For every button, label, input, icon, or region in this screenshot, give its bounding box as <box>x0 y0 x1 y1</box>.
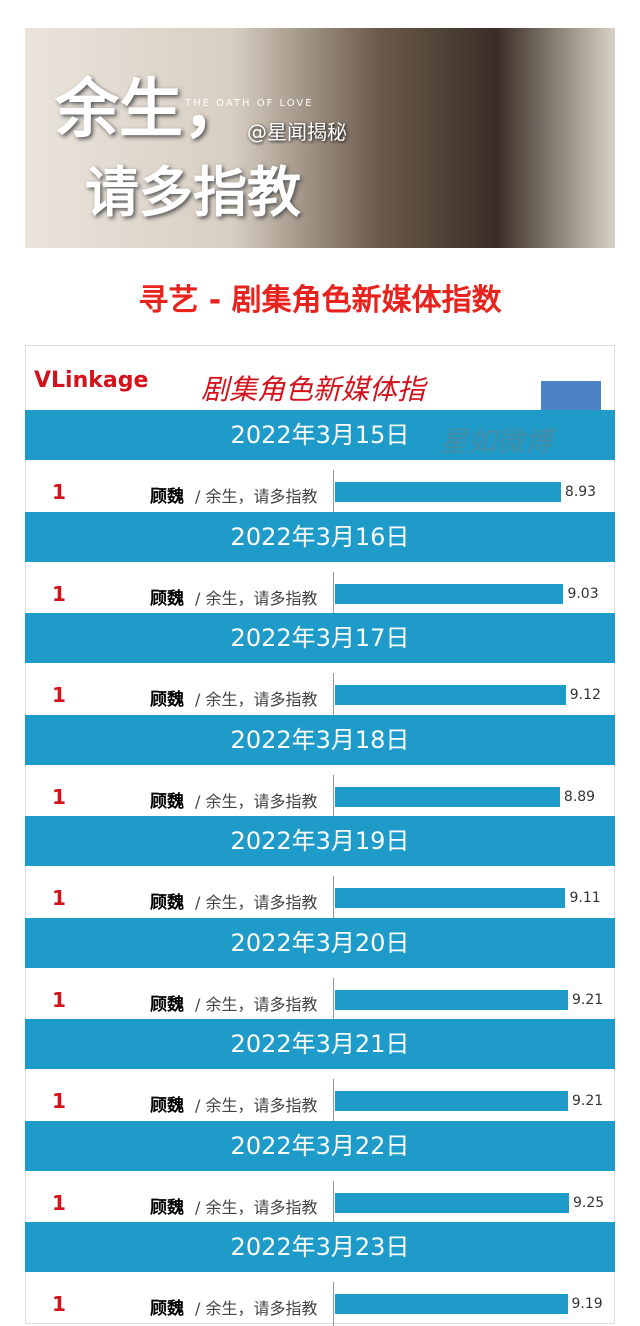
show: / 余生，请多指教 <box>195 588 318 608</box>
axis <box>333 470 334 514</box>
axis <box>333 1282 334 1326</box>
banner-title: 余生， <box>55 72 247 147</box>
date-header: 2022年3月16日 <box>25 511 615 562</box>
show: / 余生，请多指教 <box>195 487 318 506</box>
card-heading: 剧集角色新媒体指 <box>201 373 426 406</box>
show: / 余生，请多指教 <box>195 690 318 709</box>
rank: 1 <box>52 886 66 910</box>
show: / 余生，请多指教 <box>195 893 318 912</box>
name: 顾魏 <box>150 487 184 507</box>
value-label: 9.12 <box>569 687 601 703</box>
name: 顾魏 <box>150 893 184 913</box>
name: 顾魏 <box>150 1197 184 1218</box>
date-header: 2022年3月23日 <box>25 1222 615 1272</box>
rank: 1 <box>52 581 66 606</box>
value-label: 9.11 <box>569 890 601 906</box>
show: / 余生，请多指教 <box>195 1096 318 1115</box>
bar <box>335 1192 570 1213</box>
name: 顾魏 <box>150 690 184 710</box>
show: / 余生，请多指教 <box>195 791 318 811</box>
axis <box>333 774 334 819</box>
bar <box>335 786 560 807</box>
banner-title: 请多指教 <box>85 160 301 224</box>
name: 顾魏 <box>150 1096 184 1116</box>
axis <box>333 977 334 1022</box>
banner-credit: @星闻揭秘 <box>247 120 347 144</box>
bar <box>335 1294 568 1314</box>
rank: 1 <box>52 683 66 707</box>
name: 顾魏 <box>150 1299 184 1319</box>
rank: 1 <box>52 1190 66 1215</box>
show: / 余生，请多指教 <box>195 994 318 1014</box>
watermark: 星如微博 <box>440 425 553 458</box>
axis <box>333 1180 334 1225</box>
page-title: 寻艺 - 剧集角色新媒体指数 <box>138 283 502 318</box>
rank: 1 <box>52 987 66 1012</box>
bar <box>335 685 566 705</box>
date-header: 2022年3月22日 <box>25 1120 615 1171</box>
bar <box>335 888 566 908</box>
bar <box>335 1091 568 1111</box>
date-header: 2022年3月19日 <box>25 816 615 866</box>
show: / 余生，请多指教 <box>195 1299 318 1318</box>
date-header: 2022年3月15日 <box>25 410 615 460</box>
show: / 余生，请多指教 <box>195 1197 318 1217</box>
value-label: 9.19 <box>571 1296 603 1312</box>
date-header: 2022年3月21日 <box>25 1019 615 1069</box>
rank: 1 <box>52 480 66 504</box>
axis <box>333 876 334 920</box>
axis <box>333 1079 334 1123</box>
rank: 1 <box>52 1292 66 1316</box>
value-label: 9.21 <box>572 1093 604 1109</box>
axis <box>333 571 334 616</box>
bar <box>335 583 564 604</box>
date-header: 2022年3月18日 <box>25 714 615 765</box>
value-label: 8.89 <box>563 788 596 805</box>
banner-english: THE OATH OF LOVE <box>185 98 314 109</box>
banner: 余生， 请多指教 THE OATH OF LOVE @星闻揭秘 <box>25 28 615 248</box>
value-label: 9.03 <box>567 585 599 602</box>
axis <box>333 673 334 717</box>
rank: 1 <box>52 784 66 809</box>
bar <box>335 482 561 502</box>
logo: VLinkage <box>34 368 149 393</box>
value-label: 9.25 <box>573 1194 605 1211</box>
name: 顾魏 <box>150 994 184 1015</box>
value-label: 8.93 <box>564 484 597 500</box>
date-header: 2022年3月17日 <box>25 613 615 663</box>
rank: 1 <box>52 1089 66 1113</box>
date-header: 2022年3月20日 <box>25 917 615 968</box>
podium <box>541 381 601 411</box>
value-label: 9.21 <box>572 991 604 1008</box>
name: 顾魏 <box>150 791 184 812</box>
bar <box>335 989 568 1010</box>
name: 顾魏 <box>150 588 184 609</box>
